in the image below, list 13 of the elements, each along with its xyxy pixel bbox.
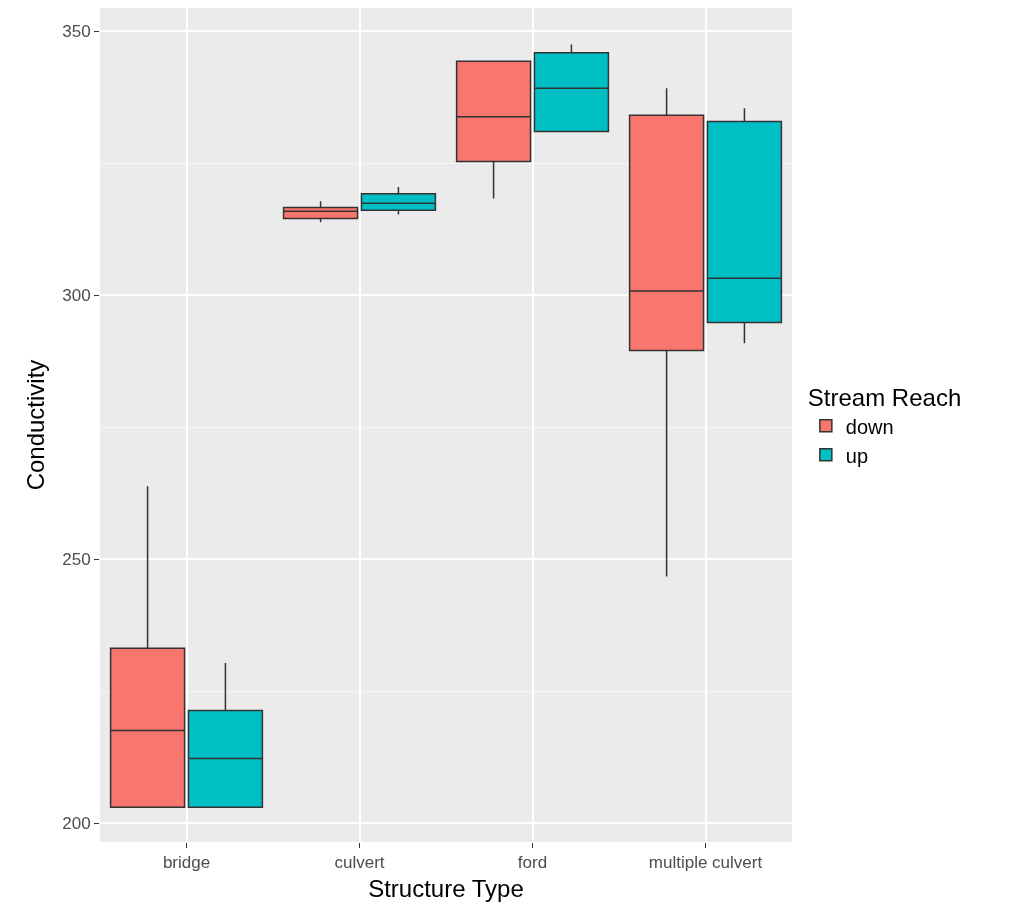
legend-label: up bbox=[845, 444, 869, 467]
x-axis-title: Structure Type bbox=[368, 874, 524, 902]
legend-title: Stream Reach bbox=[807, 384, 962, 412]
y-axis-title: Conductivity bbox=[22, 359, 50, 491]
x-tick-label: multiple culvert bbox=[648, 853, 763, 873]
y-tick-label: 200 bbox=[62, 813, 91, 833]
x-tick-label: ford bbox=[517, 853, 548, 873]
x-tick-label: bridge bbox=[162, 853, 211, 873]
y-tick-label: 300 bbox=[62, 286, 91, 306]
legend-label: down bbox=[845, 415, 894, 438]
x-tick-label: culvert bbox=[334, 853, 385, 873]
y-tick-label: 350 bbox=[62, 22, 91, 42]
y-tick-label: 250 bbox=[62, 550, 91, 570]
